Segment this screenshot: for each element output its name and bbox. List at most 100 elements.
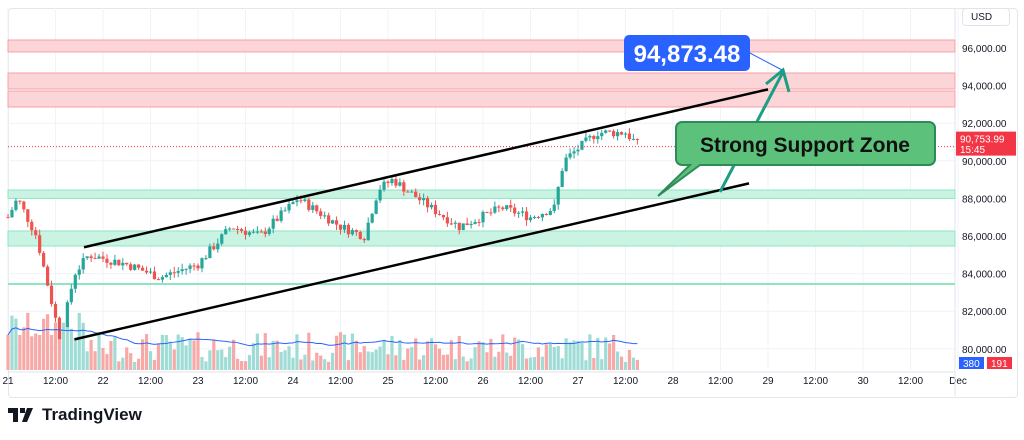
currency-button[interactable]: USD bbox=[962, 8, 1010, 26]
volume-bar bbox=[105, 354, 109, 370]
volume-bar bbox=[243, 361, 248, 370]
x-tick-label: 12:00 bbox=[708, 376, 733, 387]
candle bbox=[604, 130, 608, 133]
candle bbox=[485, 211, 489, 213]
tradingview-logo[interactable]: TradingView bbox=[8, 405, 142, 425]
volume-bar bbox=[493, 356, 497, 370]
volume-bar bbox=[453, 359, 457, 370]
volume-bar bbox=[497, 351, 501, 370]
volume-bar bbox=[137, 358, 141, 370]
volume-bar bbox=[160, 334, 164, 370]
candle bbox=[612, 131, 616, 137]
candle bbox=[283, 210, 287, 212]
candle bbox=[528, 217, 533, 221]
volume-bar bbox=[156, 343, 161, 370]
candle bbox=[410, 191, 414, 193]
volume-moving-average bbox=[7, 327, 638, 347]
candle bbox=[342, 224, 347, 230]
candle bbox=[42, 252, 46, 267]
x-tick-label: 12:00 bbox=[518, 376, 543, 387]
volume-bar bbox=[85, 351, 89, 370]
candle bbox=[378, 189, 382, 201]
support-zone bbox=[7, 189, 956, 199]
candle bbox=[184, 268, 188, 270]
volume-bar bbox=[255, 333, 259, 370]
candle bbox=[263, 231, 267, 234]
candle bbox=[544, 214, 548, 216]
volume-bar bbox=[588, 334, 592, 370]
candle bbox=[374, 200, 378, 214]
candle bbox=[81, 258, 85, 270]
x-tick-label: 24 bbox=[287, 376, 299, 387]
volume-bar bbox=[334, 335, 339, 370]
candle bbox=[346, 224, 351, 235]
volume-badge bbox=[959, 357, 984, 369]
candle bbox=[105, 258, 109, 263]
candle bbox=[180, 269, 184, 272]
volume-bar bbox=[556, 346, 560, 370]
volume-bar bbox=[402, 359, 406, 370]
volume-bar bbox=[536, 347, 541, 370]
volume-bar bbox=[612, 334, 616, 370]
volume-bar bbox=[65, 327, 69, 370]
volume-bar bbox=[615, 351, 620, 370]
volume-bar bbox=[576, 340, 580, 370]
volume-bar bbox=[295, 334, 299, 370]
candle bbox=[228, 228, 232, 230]
candle bbox=[425, 198, 430, 208]
candle bbox=[350, 230, 354, 235]
volume-bar bbox=[267, 357, 271, 370]
candle bbox=[38, 235, 42, 253]
volume-bar bbox=[346, 360, 351, 370]
candle bbox=[85, 256, 89, 259]
candle bbox=[608, 130, 612, 132]
candle bbox=[53, 303, 58, 318]
x-tick-label: 23 bbox=[192, 376, 204, 387]
candle bbox=[366, 222, 370, 241]
volume-bar bbox=[568, 342, 572, 370]
volume-bar bbox=[631, 357, 636, 370]
volume-bar bbox=[465, 361, 469, 370]
volume-bar bbox=[10, 315, 14, 370]
volume-bar bbox=[580, 342, 584, 370]
candle bbox=[148, 271, 153, 273]
volume-bar bbox=[180, 337, 184, 370]
candle bbox=[137, 264, 141, 268]
candle bbox=[176, 271, 180, 273]
candle bbox=[121, 262, 125, 266]
volume-bar bbox=[204, 361, 208, 370]
volume-bar bbox=[517, 339, 521, 370]
candle bbox=[34, 230, 38, 236]
candle bbox=[338, 224, 343, 230]
candle bbox=[267, 228, 271, 234]
volume-bar bbox=[77, 312, 81, 370]
candle bbox=[592, 135, 596, 140]
x-tick-label: 27 bbox=[572, 376, 584, 387]
volume-bar bbox=[338, 332, 343, 370]
candle bbox=[255, 231, 259, 233]
volume-bar bbox=[374, 349, 378, 370]
volume-bar bbox=[38, 335, 42, 370]
volume-bar bbox=[315, 352, 319, 370]
volume-bar bbox=[53, 322, 58, 370]
candle bbox=[370, 213, 374, 223]
candle bbox=[232, 228, 236, 230]
candle bbox=[251, 231, 256, 233]
target-label-connector bbox=[747, 51, 783, 71]
candle bbox=[89, 256, 93, 259]
volume-bar bbox=[323, 359, 327, 370]
candle bbox=[520, 211, 525, 213]
volume-bar bbox=[164, 335, 168, 370]
candle bbox=[200, 258, 204, 269]
candle bbox=[517, 212, 521, 214]
volume-bar bbox=[6, 334, 10, 370]
volume-bar bbox=[422, 355, 426, 370]
candle bbox=[22, 201, 26, 210]
candle bbox=[156, 279, 161, 281]
volume-bar bbox=[350, 333, 354, 370]
volume-bar bbox=[560, 358, 564, 370]
volume-bar bbox=[93, 351, 97, 370]
candle bbox=[552, 204, 556, 211]
channel-line-lower bbox=[74, 182, 750, 341]
